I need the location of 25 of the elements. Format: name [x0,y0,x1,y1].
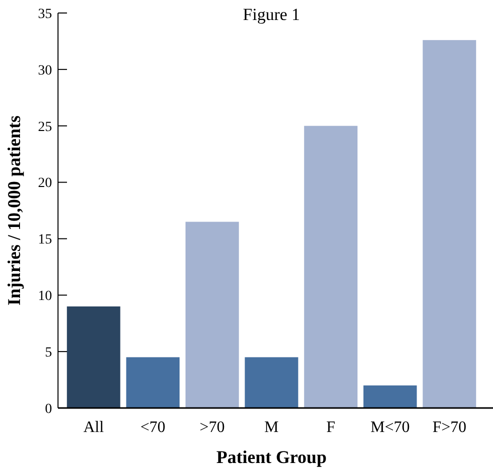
bar [244,357,298,408]
bar [304,126,358,408]
bar [66,306,120,408]
y-tick-label: 5 [45,345,52,360]
y-tick-label: 10 [38,289,52,304]
x-tick-label: All [83,419,104,436]
x-tick-label: M<70 [370,419,410,436]
bar [363,385,417,408]
bar [186,222,239,408]
x-tick-label: F>70 [432,419,466,436]
y-tick-label: 15 [38,232,52,248]
y-tick-label: 35 [38,6,52,22]
x-tick-label: F [326,419,336,436]
y-tick-label: 0 [45,402,52,417]
y-tick-label: 20 [38,176,52,192]
x-tick-label: <70 [140,419,166,436]
y-tick-label: 25 [38,120,52,135]
x-axis-title: Patient Group [216,447,327,467]
bar [422,40,476,408]
x-tick-label: M [264,419,279,436]
x-tick-label: >70 [200,419,225,436]
y-tick-label: 30 [38,63,52,78]
chart-title: Figure 1 [242,5,300,24]
y-axis-title: Injuries / 10,000 patients [4,115,24,306]
bar [126,357,180,408]
